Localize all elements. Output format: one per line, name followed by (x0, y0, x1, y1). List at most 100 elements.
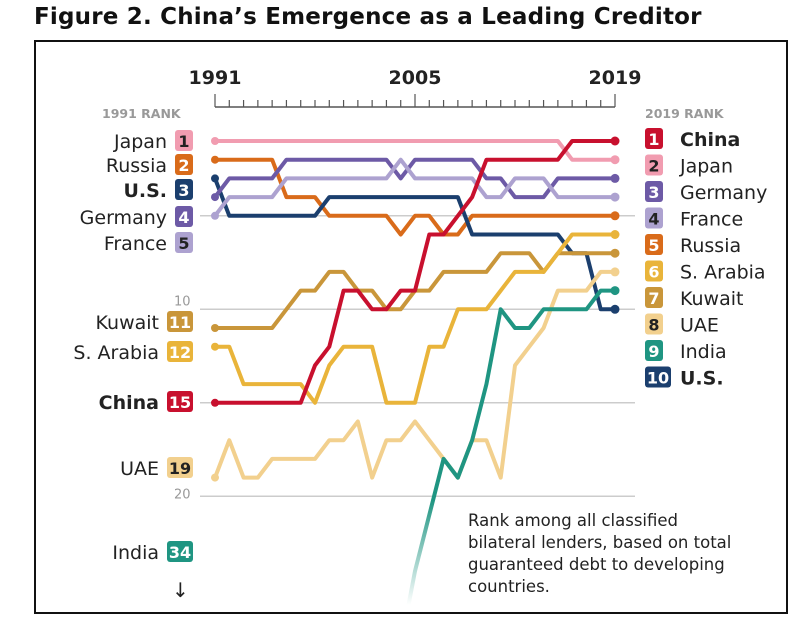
right-rank-header: 2019 RANK (645, 106, 725, 121)
x-tick-label-1991: 1991 (189, 67, 242, 89)
end-point-uae (610, 267, 620, 277)
left-rank-number-japan: 1 (178, 132, 189, 151)
series-line-china (213, 139, 617, 405)
left-rank-number-india: 34 (169, 543, 191, 562)
end-point-kuwait (610, 248, 620, 258)
right-rank-number-china: 1 (648, 130, 659, 149)
note-line-2: bilateral lenders, based on total (468, 533, 731, 552)
start-point-kuwait (211, 324, 219, 332)
right-rank-number-s-arabia: 6 (648, 263, 659, 282)
series-line-s-arabia (213, 232, 617, 405)
right-rank-number-france: 4 (648, 210, 659, 229)
left-label-japan: Japan (113, 131, 167, 153)
right-rank-number-uae: 8 (648, 316, 659, 335)
figure-title: Figure 2. China’s Emergence as a Leading… (34, 4, 702, 30)
end-point-s-arabia (610, 230, 620, 239)
end-point-germany (610, 173, 620, 183)
right-label-india: India (680, 341, 727, 363)
left-label-france: France (104, 233, 167, 255)
left-label-uae: UAE (120, 458, 159, 480)
start-point-japan (211, 137, 219, 145)
start-point-china (211, 398, 219, 407)
left-label-india: India (112, 542, 159, 564)
right-rank-badge-u-s- (645, 366, 671, 388)
left-label-germany: Germany (80, 207, 167, 229)
left-rank-badge-japan (175, 130, 193, 151)
left-rank-badge-germany (175, 206, 193, 227)
right-rank-number-india: 9 (648, 342, 659, 361)
end-point-u-s- (610, 304, 620, 314)
right-label-u-s-: U.S. (680, 368, 724, 390)
series-line-france (213, 157, 617, 218)
start-point-u-s- (211, 174, 219, 183)
start-point-uae (211, 473, 219, 482)
left-rank-number-france: 5 (178, 234, 189, 253)
left-label-s-arabia: S. Arabia (73, 342, 159, 364)
note-line-4: countries. (468, 577, 550, 596)
grid-label-10: 10 (174, 294, 191, 309)
end-point-russia (610, 211, 620, 221)
series-line-japan (213, 139, 617, 162)
start-point-germany (211, 193, 219, 202)
grid-label-20: 20 (174, 487, 191, 502)
right-label-russia: Russia (680, 235, 741, 257)
x-tick-label-2019: 2019 (589, 67, 642, 89)
left-label-china: China (99, 392, 159, 414)
left-rank-number-china: 15 (169, 393, 191, 412)
left-rank-badge-russia (175, 154, 193, 175)
right-rank-number-u-s-: 10 (647, 369, 669, 388)
chart-frame (34, 40, 788, 614)
left-rank-badge-s-arabia (167, 341, 193, 362)
note-line-1: Rank among all classified (468, 511, 678, 530)
left-rank-number-uae: 19 (169, 459, 191, 478)
series-line-germany (213, 157, 617, 200)
end-point-japan (610, 155, 620, 165)
right-label-germany: Germany (680, 182, 767, 204)
left-rank-badge-india (167, 541, 193, 562)
right-rank-number-kuwait: 7 (648, 289, 659, 308)
right-rank-badge-germany (645, 181, 663, 202)
series-line-india (406, 288, 617, 605)
right-label-japan: Japan (679, 156, 733, 178)
right-rank-badge-kuwait (645, 287, 663, 308)
right-label-china: China (680, 129, 740, 151)
left-rank-badge-uae (167, 457, 193, 478)
end-point-china (610, 136, 620, 146)
left-rank-badge-u-s- (175, 179, 193, 200)
start-point-s-arabia (211, 342, 219, 351)
right-label-kuwait: Kuwait (680, 288, 743, 310)
left-rank-number-s-arabia: 12 (169, 343, 191, 362)
left-rank-badge-france (175, 232, 193, 253)
left-label-kuwait: Kuwait (96, 312, 159, 334)
series-line-uae (213, 269, 617, 480)
start-point-france (211, 211, 219, 220)
right-label-s-arabia: S. Arabia (680, 262, 766, 284)
left-rank-number-kuwait: 11 (169, 313, 191, 332)
x-tick-label-2005: 2005 (389, 67, 442, 89)
end-point-india (610, 286, 620, 296)
right-rank-badge-uae (645, 313, 663, 335)
right-rank-number-japan: 2 (648, 157, 659, 176)
left-rank-number-u-s-: 3 (178, 181, 189, 200)
left-rank-badge-china (167, 391, 193, 412)
down-arrow-icon: ↓ (172, 578, 189, 602)
left-rank-header: 1991 RANK (102, 106, 182, 121)
right-label-uae: UAE (680, 315, 719, 337)
series-line-u-s- (213, 176, 617, 312)
left-rank-badge-kuwait (167, 311, 193, 332)
left-label-u-s-: U.S. (123, 180, 167, 202)
left-rank-number-germany: 4 (178, 208, 189, 227)
right-rank-badge-china (645, 128, 663, 149)
right-rank-badge-japan (645, 154, 663, 176)
left-rank-number-russia: 2 (178, 156, 189, 175)
right-rank-badge-russia (645, 234, 663, 255)
left-label-russia: Russia (106, 155, 167, 177)
right-rank-number-germany: 3 (648, 183, 659, 202)
end-point-france (610, 192, 620, 202)
note-line-3: guaranteed debt to developing (468, 555, 725, 574)
right-rank-badge-india (645, 340, 663, 361)
start-point-russia (211, 155, 219, 164)
right-rank-badge-s-arabia (645, 260, 663, 282)
right-rank-badge-france (645, 207, 663, 229)
